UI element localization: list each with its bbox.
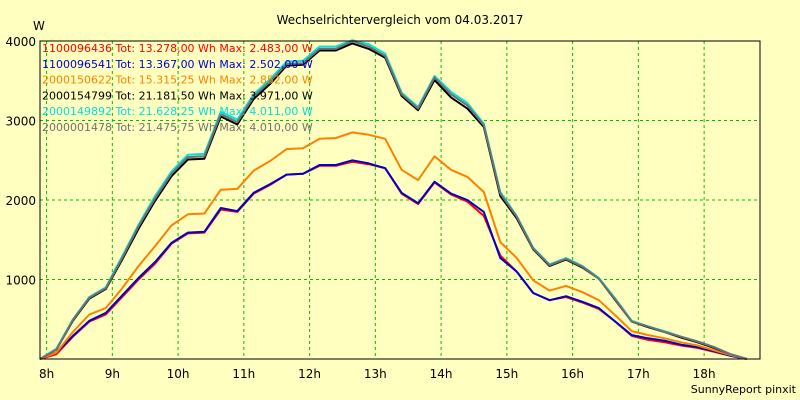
- legend-entry-4: 2000154799 Tot: 21.181,50 Wh Max: 3.971,…: [42, 89, 313, 102]
- x-tick-labels: 8h 9h 10h 11h 12h 13h 14h 15h 16h 17h 18h: [39, 367, 716, 381]
- plot-frame: [39, 40, 761, 360]
- x-tick-label: 16h: [561, 367, 584, 381]
- legend-entry-2: 1100096541 Tot: 13.367,00 Wh Max: 2.502,…: [42, 58, 313, 71]
- x-tick-label: 9h: [105, 367, 120, 381]
- y-tick-label: 3000: [5, 115, 36, 129]
- legend-entry-1: 1100096436 Tot: 13.278,00 Wh Max: 2.483,…: [42, 42, 313, 55]
- x-tick-label: 14h: [430, 367, 453, 381]
- x-tick-label: 18h: [693, 367, 716, 381]
- series-line-3: [39, 131, 748, 360]
- x-tick-label: 11h: [232, 367, 255, 381]
- legend-entry-5: 2000149892 Tot: 21.628,25 Wh Max: 4.011,…: [42, 105, 313, 118]
- legend-entry-3: 2000150622 Tot: 15.315,25 Wh Max: 2.852,…: [42, 74, 313, 87]
- x-tick-label: 17h: [627, 367, 650, 381]
- series-line-6: [39, 40, 748, 360]
- y-tick-labels: 1000 2000 3000 4000: [5, 35, 36, 288]
- legend: 1100096436 Tot: 13.278,00 Wh Max: 2.483,…: [42, 42, 313, 134]
- series-lines: [39, 39, 748, 360]
- x-tick-label: 12h: [298, 367, 321, 381]
- y-axis-unit-label: W: [33, 19, 45, 33]
- y-tick-label: 2000: [5, 194, 36, 208]
- chart-title: Wechselrichtervergleich vom 04.03.2017: [277, 13, 524, 27]
- footer-credit: SunnyReport pinxit: [691, 383, 797, 396]
- x-tick-label: 13h: [364, 367, 387, 381]
- legend-entry-6: 2000001478 Tot: 21.475,75 Wh Max: 4.010,…: [42, 121, 313, 134]
- x-tick-label: 15h: [495, 367, 518, 381]
- series-line-2: [39, 159, 747, 360]
- y-tick-label: 1000: [5, 274, 36, 288]
- y-tick-label: 4000: [5, 35, 36, 49]
- x-tick-label: 8h: [39, 367, 54, 381]
- x-tick-label: 10h: [167, 367, 190, 381]
